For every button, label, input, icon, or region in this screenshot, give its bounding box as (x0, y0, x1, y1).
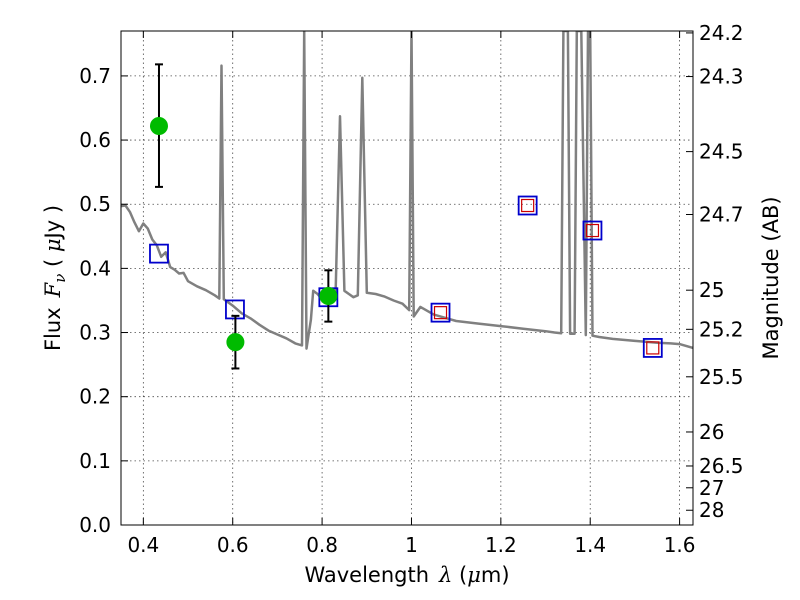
axis-tick-labels: 0.4 0.6 0.8 1 1.2 1.4 1.6 0.0 0.1 0.2 0.3 0.4 0.5 0.6… (79, 21, 743, 557)
model-photometry-square (430, 302, 451, 323)
y2-tick-label: 27 (699, 476, 724, 500)
x-tick-label: 1.2 (485, 533, 517, 557)
y-tick-label: 0.5 (79, 192, 111, 216)
observed-photometry-point (149, 116, 168, 135)
model-photometry-square (149, 243, 169, 264)
y2-tick-label: 28 (699, 498, 724, 522)
plot-frame (120, 30, 694, 526)
x-tick-label: 0.4 (127, 533, 159, 557)
y2-tick-label: 24.5 (699, 140, 744, 164)
x-tick-label: 1.6 (664, 533, 696, 557)
plot-area (121, 31, 693, 370)
y2-tick-label: 25.2 (699, 317, 744, 341)
y-tick-label: 0.4 (79, 256, 111, 280)
observed-photometry-square (646, 341, 660, 355)
y-tick-label: 0.0 (79, 513, 111, 537)
x-tick-label: 1.4 (574, 533, 606, 557)
y-axis-title: FluxFν ( μJy ) (41, 205, 69, 351)
y-tick-label: 0.2 (79, 385, 111, 409)
model-photometry-square (517, 195, 538, 216)
observed-photometry-point (226, 333, 245, 352)
y-tick-label: 0.6 (79, 128, 111, 152)
observed-photometry-square (521, 198, 535, 213)
model-photometry-square (582, 220, 603, 241)
y2-tick-label: 24.3 (699, 65, 744, 89)
observed-photometry-square (585, 223, 600, 238)
y-tick-label: 0.1 (79, 449, 111, 473)
x-tick-label: 1 (405, 533, 418, 557)
y2-tick-label: 26.5 (699, 454, 744, 478)
y2-tick-label: 25.5 (699, 365, 744, 389)
x-tick-label: 0.8 (306, 533, 338, 557)
y2-axis-title: Magnitude (AB) (759, 196, 783, 359)
observed-photometry-square (433, 306, 448, 320)
y2-tick-label: 24.7 (699, 202, 744, 226)
grid-lines (121, 31, 693, 526)
model-spectrum-line (121, 31, 693, 350)
y-tick-label: 0.7 (79, 64, 111, 88)
axis-ticks (121, 31, 693, 526)
x-tick-label: 0.6 (217, 533, 249, 557)
y2-tick-label: 25 (699, 278, 724, 302)
model-photometry-square (642, 338, 663, 358)
y-tick-label: 0.3 (79, 321, 111, 345)
y2-tick-label: 26 (699, 420, 724, 444)
y2-tick-label: 24.2 (699, 21, 744, 45)
x-axis-title: Wavelength λ (μm) (304, 563, 509, 587)
photometry-markers (149, 63, 663, 370)
observed-photometry-point (319, 286, 338, 305)
